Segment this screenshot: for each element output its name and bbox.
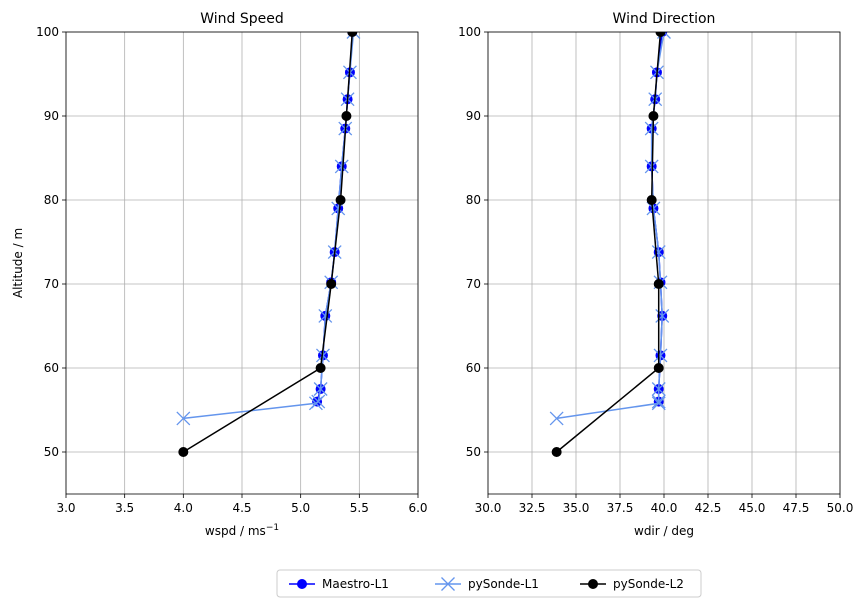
- speed-point-pysonde-l1: [346, 32, 361, 39]
- dir-xtick-label: 47.5: [783, 501, 810, 515]
- dir-xtick-label: 35.0: [563, 501, 590, 515]
- dir-ytick-label: 70: [466, 277, 481, 291]
- dir-xlabel: wdir / deg: [634, 524, 694, 538]
- dir-point-pysonde-l1: [549, 411, 564, 426]
- speed-axes-frame: [65, 31, 419, 495]
- dir-point-pysonde-l2: [655, 32, 666, 37]
- speed-title: Wind Speed: [200, 11, 284, 27]
- dir-xtick-label: 37.5: [607, 501, 634, 515]
- speed-series-maestro-l1: [312, 32, 358, 407]
- speed-point-pysonde-l1: [311, 394, 326, 409]
- dir-point-pysonde-l2: [648, 111, 659, 121]
- dir-ytick-label: 90: [466, 109, 481, 123]
- speed-point-pysonde-l2: [315, 363, 326, 373]
- legend-marker: [588, 579, 598, 589]
- speed-series-pysonde-l2: [178, 32, 358, 457]
- speed-point-pysonde-l1: [313, 382, 328, 396]
- dir-point-pysonde-l1: [653, 348, 668, 363]
- speed-xlabel: wspd / ms−1: [205, 523, 279, 538]
- speed-xtick-label: 6.0: [408, 501, 427, 515]
- speed-xtick-label: 3.0: [56, 501, 75, 515]
- speed-xlabel-text: wspd / ms: [205, 524, 266, 538]
- dir-point-pysonde-l1: [655, 308, 670, 323]
- dir-line-pysonde-l1: [556, 32, 665, 420]
- speed-plot: 3.0 3.5 4.0 4.5 5.0 5.5 6.0 50 60 70 80 90 100 Wind S…: [11, 11, 428, 538]
- dir-point-pysonde-l2: [551, 447, 562, 457]
- legend-marker: [297, 579, 307, 589]
- dir-series-pysonde-l2: [551, 32, 666, 457]
- dir-xlabel-text: wdir / deg: [634, 524, 694, 538]
- dir-ytick-label: 80: [466, 193, 481, 207]
- speed-point-pysonde-l2: [326, 279, 337, 289]
- dir-line-pysonde-l2: [556, 32, 662, 453]
- dir-point-pysonde-l1: [651, 382, 666, 396]
- speed-ylabel: Altitude / m: [11, 228, 25, 298]
- legend: Maestro-L1 pySonde-L1 pySonde-L2: [276, 569, 702, 598]
- dir-ytick-label: 100: [458, 25, 481, 39]
- dir-xtick-label: 32.5: [519, 501, 546, 515]
- dir-xtick-label: 50.0: [827, 501, 854, 515]
- dir-point-pysonde-l2: [653, 279, 664, 289]
- dir-ytick-label: 60: [466, 361, 481, 375]
- dir-xtick-label: 30.0: [475, 501, 502, 515]
- speed-point-pysonde-l1: [176, 411, 191, 426]
- speed-point-pysonde-l2: [341, 111, 352, 121]
- speed-point-pysonde-l1: [316, 348, 330, 363]
- speed-xtick-label: 4.0: [174, 501, 193, 515]
- speed-point-pysonde-l2: [178, 447, 189, 457]
- speed-point-pysonde-l1: [334, 159, 349, 174]
- speed-ytick-label: 50: [44, 445, 59, 459]
- dir-point-pysonde-l1: [644, 121, 659, 136]
- dir-xtick-label: 45.0: [739, 501, 766, 515]
- speed-ytick-label: 100: [36, 25, 59, 39]
- dir-ytick-label: 50: [466, 445, 481, 459]
- speed-xlabel-sup: −1: [266, 523, 279, 533]
- speed-point-pysonde-l1: [318, 308, 333, 323]
- speed-ytick-label: 80: [44, 193, 59, 207]
- dir-point-pysonde-l2: [653, 363, 664, 373]
- speed-xtick-label: 3.5: [115, 501, 134, 515]
- dir-point-pysonde-l1: [651, 245, 666, 260]
- legend-box: [276, 569, 702, 598]
- legend-label: Maestro-L1: [322, 577, 389, 591]
- speed-line-maestro-l1: [316, 32, 354, 402]
- speed-point-pysonde-l2: [347, 32, 358, 37]
- speed-line-pysonde-l2: [182, 32, 354, 453]
- dir-axes-frame: [487, 31, 841, 495]
- speed-xtick-label: 5.0: [291, 501, 310, 515]
- legend-marker: [441, 577, 455, 591]
- legend-label: pySonde-L1: [468, 577, 539, 591]
- speed-ytick-label: 60: [44, 361, 59, 375]
- dir-point-pysonde-l1: [651, 396, 666, 411]
- speed-xtick-label: 4.5: [232, 501, 251, 515]
- dir-plot: 30.0 32.5 35.0 37.5 40.0 42.5 45.0 47.5 50.0 50 60…: [458, 11, 853, 538]
- legend-label: pySonde-L2: [613, 577, 684, 591]
- speed-point-pysonde-l2: [335, 195, 346, 205]
- speed-ytick-label: 70: [44, 277, 59, 291]
- dir-point-pysonde-l2: [646, 195, 657, 205]
- speed-xtick-label: 5.5: [350, 501, 369, 515]
- dir-title: Wind Direction: [613, 11, 716, 27]
- speed-ytick-label: 90: [44, 109, 59, 123]
- dir-series-pysonde-l1: [549, 32, 671, 426]
- speed-series-pysonde-l1: [176, 32, 361, 426]
- dir-xtick-label: 42.5: [695, 501, 722, 515]
- dir-xtick-label: 40.0: [651, 501, 678, 515]
- dir-point-pysonde-l1: [651, 394, 666, 409]
